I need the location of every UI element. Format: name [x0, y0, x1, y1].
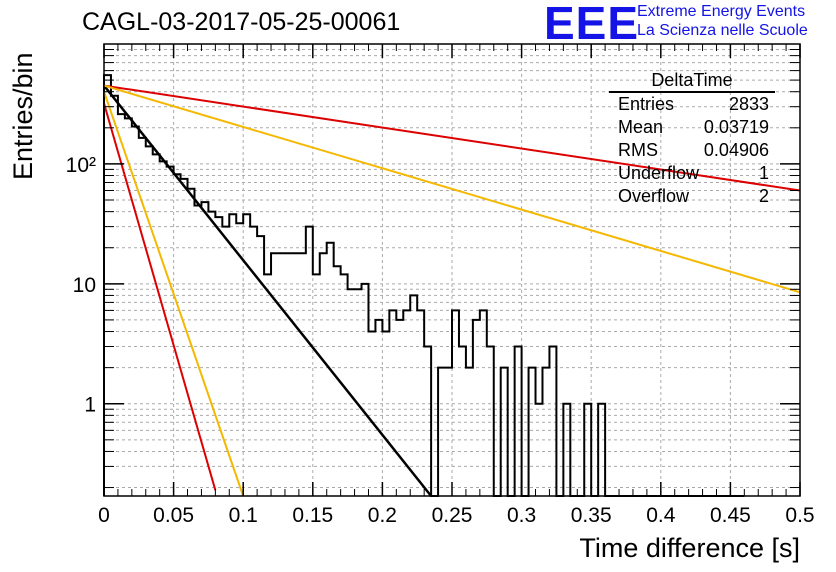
exponential-line-yellow [103, 84, 801, 294]
exponential-line-red [103, 103, 217, 491]
fit-lines-group [103, 84, 801, 497]
x-tick-label: 0.05 [153, 504, 194, 527]
logo-line-1: Extreme Energy Events [637, 3, 806, 20]
axes-group: 0 0.05 0.1 0.15 0.2 0.25 0.3 0.35 0.4 0.45 0.5 1 10 1… [66, 43, 815, 527]
stats-value: 0.04906 [703, 140, 769, 160]
stats-label: Underflow [618, 163, 700, 183]
histogram-group [103, 74, 745, 497]
stats-label: RMS [618, 140, 658, 160]
y-tick-label: 1 [84, 394, 96, 417]
chart-title: CAGL-03-2017-05-25-00061 [82, 8, 401, 36]
exponential-line-yellow [103, 91, 245, 497]
stats-label: Entries [618, 94, 675, 114]
x-tick-label: 0.4 [646, 504, 676, 527]
histogram-outline [103, 74, 745, 497]
stats-row-rms: RMS 0.04906 [609, 139, 775, 162]
stats-label: Mean [618, 117, 664, 137]
logo-line-2: La Scienza nelle Scuole [637, 22, 808, 39]
x-tick-label: 0 [98, 504, 110, 527]
stats-value: 2833 [728, 94, 769, 114]
exponential-line-red [103, 84, 801, 192]
x-tick-label: 0.45 [710, 504, 751, 527]
y-tick-label: 10 [73, 274, 96, 297]
stats-row-entries: Entries 2833 [609, 93, 775, 116]
grid-lines [104, 44, 800, 496]
y-axis-label: Entries/bin [8, 52, 38, 180]
stats-box: DeltaTime Entries 2833 Mean 0.03719 RMS … [609, 70, 775, 208]
stats-row-mean: Mean 0.03719 [609, 116, 775, 139]
x-tick-label: 0.2 [368, 504, 397, 527]
stats-row-overflow: Overflow 2 [609, 185, 775, 208]
x-tick-label: 0.35 [571, 504, 612, 527]
stats-row-underflow: Underflow 1 [609, 162, 775, 185]
x-tick-label: 0.1 [229, 504, 258, 527]
eee-logo: EEE [544, 0, 640, 49]
x-tick-label: 0.25 [432, 504, 473, 527]
x-axis-label: Time difference [s] [579, 533, 800, 563]
stats-title: DeltaTime [609, 70, 775, 93]
x-tick-label: 0.15 [292, 504, 333, 527]
exponential-line-black [103, 84, 433, 497]
x-tick-label: 0.5 [785, 504, 814, 527]
x-tick-label: 0.3 [507, 504, 536, 527]
stats-label: Overflow [618, 186, 690, 206]
y-tick-label: 10² [66, 154, 96, 177]
stats-value: 1 [758, 163, 769, 183]
stats-value: 2 [758, 186, 769, 206]
stats-value: 0.03719 [703, 117, 769, 137]
